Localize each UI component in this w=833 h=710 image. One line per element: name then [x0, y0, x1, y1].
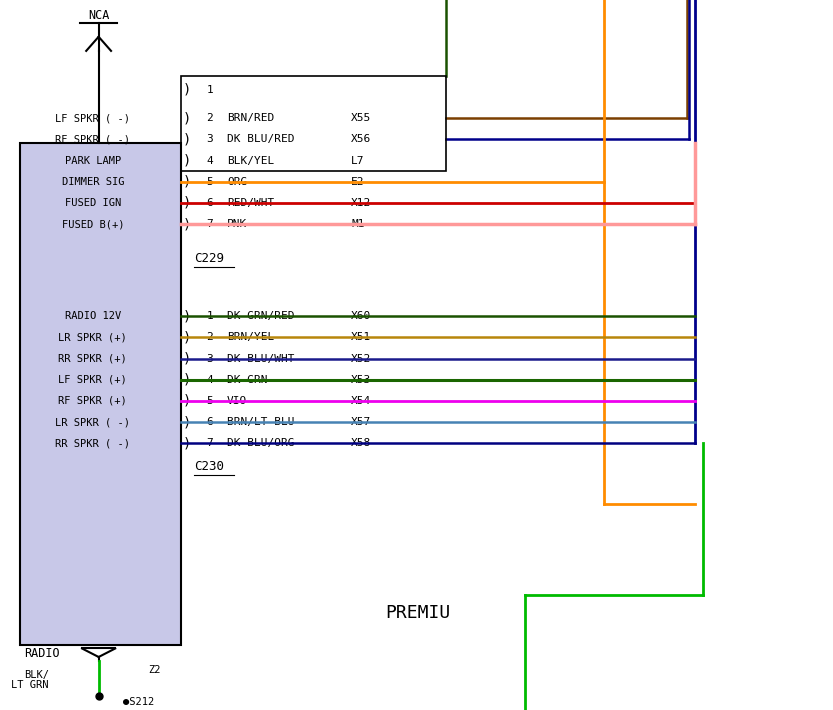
Text: 7: 7 [207, 438, 213, 449]
Text: PREMIU: PREMIU [385, 604, 450, 622]
Text: ): ) [183, 217, 192, 231]
Text: M1: M1 [352, 219, 365, 229]
Bar [182, 76, 446, 171]
Text: RF SPKR (+): RF SPKR (+) [58, 396, 127, 406]
Text: X52: X52 [352, 354, 372, 364]
Text: X54: X54 [352, 396, 372, 406]
Text: Z2: Z2 [148, 665, 161, 674]
Text: RR SPKR ( -): RR SPKR ( -) [55, 438, 130, 449]
Text: BRN/YEL: BRN/YEL [227, 332, 274, 342]
Text: 1: 1 [207, 84, 213, 95]
Text: DK GRN: DK GRN [227, 375, 267, 385]
Bar [20, 143, 182, 645]
Text: C230: C230 [194, 459, 224, 473]
Text: FUSED IGN: FUSED IGN [65, 198, 121, 208]
Text: ): ) [183, 83, 192, 97]
Text: DK BLU/ORG: DK BLU/ORG [227, 438, 295, 449]
Text: 5: 5 [207, 396, 213, 406]
Text: 3: 3 [207, 354, 213, 364]
Text: ): ) [183, 153, 192, 168]
Text: 4: 4 [207, 155, 213, 165]
Text: ): ) [183, 175, 192, 189]
Text: RF SPKR ( -): RF SPKR ( -) [55, 134, 130, 144]
Text: 1: 1 [207, 311, 213, 321]
Text: ): ) [183, 309, 192, 323]
Text: PARK LAMP: PARK LAMP [65, 155, 121, 165]
Text: RADIO: RADIO [24, 647, 60, 660]
Text: 7: 7 [207, 219, 213, 229]
Text: ORG: ORG [227, 177, 247, 187]
Text: C229: C229 [194, 251, 224, 265]
Text: ): ) [183, 437, 192, 450]
Text: DK BLU/WHT: DK BLU/WHT [227, 354, 295, 364]
Text: LR SPKR (+): LR SPKR (+) [58, 332, 127, 342]
Text: ): ) [183, 373, 192, 387]
Text: DIMMER SIG: DIMMER SIG [62, 177, 124, 187]
Text: ): ) [183, 330, 192, 344]
Text: BLK/YEL: BLK/YEL [227, 155, 274, 165]
Text: 3: 3 [207, 134, 213, 144]
Text: X56: X56 [352, 134, 372, 144]
Text: L7: L7 [352, 155, 365, 165]
Text: X12: X12 [352, 198, 372, 208]
Text: ): ) [183, 196, 192, 210]
Text: FUSED B(+): FUSED B(+) [62, 219, 124, 229]
Text: X57: X57 [352, 417, 372, 427]
Text: LR SPKR ( -): LR SPKR ( -) [55, 417, 130, 427]
Text: 6: 6 [207, 417, 213, 427]
Text: DK BLU/RED: DK BLU/RED [227, 134, 295, 144]
Text: ): ) [183, 132, 192, 146]
Text: DK GRN/RED: DK GRN/RED [227, 311, 295, 321]
Text: X58: X58 [352, 438, 372, 449]
Text: X55: X55 [352, 113, 372, 123]
Text: LF SPKR (+): LF SPKR (+) [58, 375, 127, 385]
Text: ●S212: ●S212 [123, 697, 155, 706]
Text: 5: 5 [207, 177, 213, 187]
Text: ): ) [183, 351, 192, 366]
Text: 2: 2 [207, 332, 213, 342]
Text: E2: E2 [352, 177, 365, 187]
Text: X51: X51 [352, 332, 372, 342]
Text: NCA: NCA [88, 9, 109, 22]
Text: ): ) [183, 415, 192, 429]
Text: VIO: VIO [227, 396, 247, 406]
Text: BLK/: BLK/ [24, 670, 49, 679]
Text: ): ) [183, 111, 192, 125]
Text: X60: X60 [352, 311, 372, 321]
Text: X53: X53 [352, 375, 372, 385]
Text: LT GRN: LT GRN [12, 680, 49, 690]
Text: RED/WHT: RED/WHT [227, 198, 274, 208]
Text: RADIO 12V: RADIO 12V [65, 311, 121, 321]
Text: LF SPKR ( -): LF SPKR ( -) [55, 113, 130, 123]
Text: BRN/LT BLU: BRN/LT BLU [227, 417, 295, 427]
Text: 6: 6 [207, 198, 213, 208]
Text: BRN/RED: BRN/RED [227, 113, 274, 123]
Text: PNK: PNK [227, 219, 247, 229]
Text: ): ) [183, 394, 192, 408]
Text: 2: 2 [207, 113, 213, 123]
Text: RR SPKR (+): RR SPKR (+) [58, 354, 127, 364]
Text: 4: 4 [207, 375, 213, 385]
